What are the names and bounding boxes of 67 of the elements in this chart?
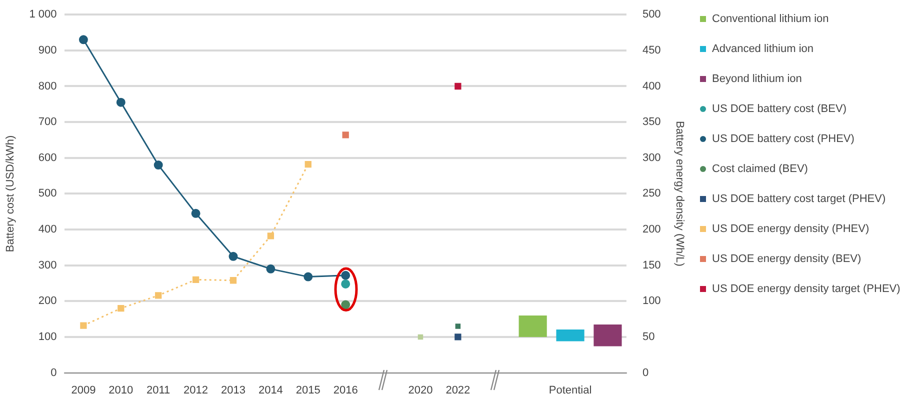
- legend-label: Advanced lithium ion: [712, 43, 814, 55]
- y-tick-label: 600: [38, 152, 57, 164]
- y2-axis-title: Battery energy density (Wh/L): [673, 120, 686, 266]
- y-tick-label: 200: [38, 295, 57, 308]
- y-tick-label: 900: [38, 44, 57, 56]
- legend-label: Beyond lithium ion: [712, 73, 802, 85]
- y-tick-label: 1 000: [29, 8, 57, 21]
- y2-tick-label: 450: [642, 44, 661, 56]
- x-tick-label: 2020: [408, 384, 433, 396]
- legend-label: US DOE battery cost (BEV): [712, 103, 846, 115]
- x-tick-label: 2014: [258, 384, 283, 396]
- y-tick-label: 500: [38, 188, 57, 200]
- legend-label: Conventional lithium ion: [712, 13, 829, 25]
- point: [191, 208, 200, 218]
- legend-label: US DOE energy density (PHEV): [712, 223, 870, 235]
- y-tick-label: 400: [38, 224, 57, 236]
- point: [266, 264, 276, 274]
- x-tick-label: 2015: [296, 384, 320, 396]
- point: [341, 270, 350, 280]
- point: [454, 82, 462, 90]
- legend-label: Cost claimed (BEV): [712, 163, 808, 175]
- y2-tick-label: 150: [642, 259, 661, 272]
- x-tick-label: 2022: [446, 384, 470, 396]
- x-tick-label: 2011: [146, 384, 170, 396]
- legend-label: US DOE battery cost (PHEV): [712, 133, 854, 145]
- y2-tick-label: 50: [642, 331, 655, 344]
- y-axis-title: Battery cost (USD/kWh): [4, 135, 17, 252]
- x-tick-label: 2009: [71, 384, 96, 396]
- point: [155, 292, 162, 299]
- y2-tick-label: 100: [642, 295, 661, 308]
- point: [342, 132, 349, 138]
- y-tick-label: 0: [50, 366, 57, 379]
- x-tick-label: 2013: [221, 384, 246, 396]
- y-tick-label: 100: [38, 331, 57, 344]
- point: [304, 272, 313, 282]
- y2-tick-label: 400: [642, 80, 661, 92]
- y-tick-label: 800: [38, 80, 57, 92]
- y2-tick-label: 0: [642, 366, 649, 379]
- x-tick-label: Potential: [548, 384, 592, 396]
- point: [455, 324, 461, 329]
- point: [118, 304, 124, 312]
- point: [341, 279, 350, 288]
- legend-label: US DOE energy density target (PHEV): [712, 283, 900, 295]
- y-tick-label: 300: [38, 259, 57, 272]
- point: [341, 300, 350, 310]
- legend-label: US DOE battery cost target (PHEV): [712, 193, 886, 205]
- x-tick-label: 2016: [333, 384, 358, 396]
- point: [418, 334, 424, 340]
- y2-tick-label: 200: [642, 224, 661, 236]
- x-tick-label: 2010: [108, 384, 134, 396]
- y2-tick-label: 250: [642, 188, 661, 200]
- point: [80, 322, 87, 329]
- point: [228, 252, 238, 261]
- y-tick-label: 700: [38, 116, 57, 128]
- point: [78, 35, 88, 44]
- point: [454, 334, 462, 340]
- point: [116, 98, 126, 107]
- x-tick-label: 2012: [184, 384, 208, 396]
- point: [230, 277, 237, 284]
- point: [267, 232, 274, 240]
- point: [304, 161, 312, 168]
- legend-label: US DOE energy density (BEV): [712, 253, 862, 265]
- point: [154, 160, 163, 170]
- y2-tick-label: 350: [642, 116, 661, 128]
- point: [192, 276, 200, 283]
- y2-tick-label: 500: [642, 8, 661, 21]
- y2-tick-label: 300: [642, 152, 661, 164]
